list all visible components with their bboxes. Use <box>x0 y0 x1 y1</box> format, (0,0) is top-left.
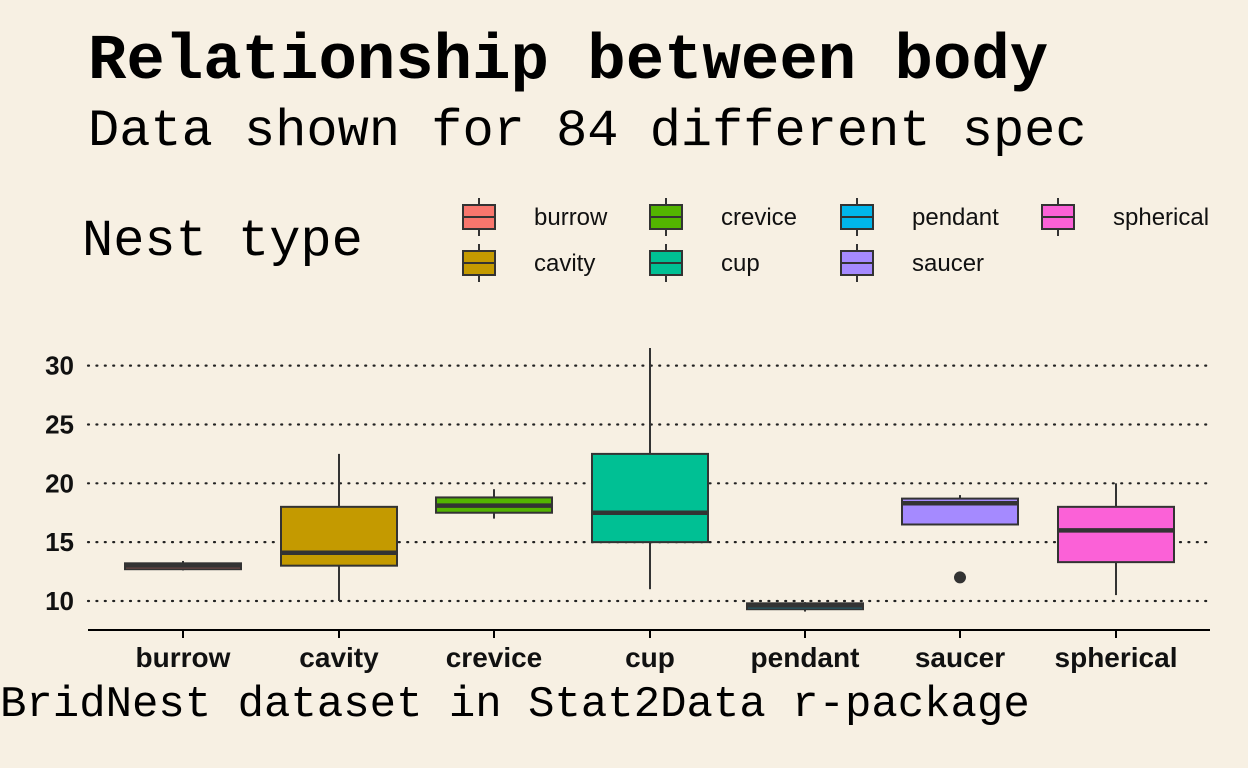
y-tick-label-25: 25 <box>45 409 74 439</box>
box-crevice <box>435 489 553 519</box>
x-tick-label-cup: cup <box>625 642 675 673</box>
x-tick-label-spherical: spherical <box>1055 642 1178 673</box>
box-cavity <box>280 453 398 601</box>
legend-item-cavity: cavity <box>462 244 595 282</box>
legend-label-spherical: spherical <box>1113 204 1209 231</box>
legend-item-crevice: crevice <box>649 198 797 236</box>
x-tick-label-crevice: crevice <box>446 642 543 673</box>
box-cup <box>591 348 709 590</box>
legend-label-cavity: cavity <box>534 250 595 277</box>
legend: burrow cavity crevice cup pendant saucer spher… <box>462 198 1209 282</box>
legend-title: Nest type <box>82 212 363 271</box>
y-axis-tick-labels: 10 15 20 25 30 <box>45 351 74 616</box>
legend-label-cup: cup <box>721 250 760 277</box>
x-tick-label-burrow: burrow <box>136 642 231 673</box>
box-body-cup <box>591 452 709 544</box>
x-axis-ticks: burrow cavity crevice cup pendant saucer spher… <box>136 630 1178 673</box>
legend-label-saucer: saucer <box>912 250 984 277</box>
chart-title: Relationship between body <box>88 26 1049 98</box>
legend-item-spherical: spherical <box>1041 198 1209 236</box>
y-tick-label-30: 30 <box>45 351 74 381</box>
legend-label-burrow: burrow <box>534 204 608 231</box>
box-body-spherical <box>1057 505 1175 564</box>
legend-label-crevice: crevice <box>721 204 797 231</box>
legend-item-pendant: pendant <box>840 198 999 236</box>
chart-caption: BridNest dataset in Stat2Data r-package <box>0 680 1030 730</box>
outlier-point-saucer-0 <box>954 571 966 584</box>
box-spherical <box>1057 483 1175 596</box>
box-marks <box>124 348 1175 612</box>
y-tick-label-10: 10 <box>45 586 74 616</box>
x-tick-label-saucer: saucer <box>915 642 1005 673</box>
legend-item-burrow: burrow <box>462 198 608 236</box>
chart-subtitle: Data shown for 84 different spec <box>88 102 1087 161</box>
box-pendant <box>746 602 864 612</box>
y-tick-label-20: 20 <box>45 468 74 498</box>
box-body-cavity <box>280 505 398 567</box>
y-tick-label-15: 15 <box>45 527 74 557</box>
x-tick-label-pendant: pendant <box>751 642 860 673</box>
box-saucer <box>901 495 1019 584</box>
legend-item-cup: cup <box>649 244 760 282</box>
legend-item-saucer: saucer <box>840 244 984 282</box>
x-tick-label-cavity: cavity <box>299 642 379 673</box>
legend-label-pendant: pendant <box>912 204 999 231</box>
box-burrow <box>124 560 242 571</box>
